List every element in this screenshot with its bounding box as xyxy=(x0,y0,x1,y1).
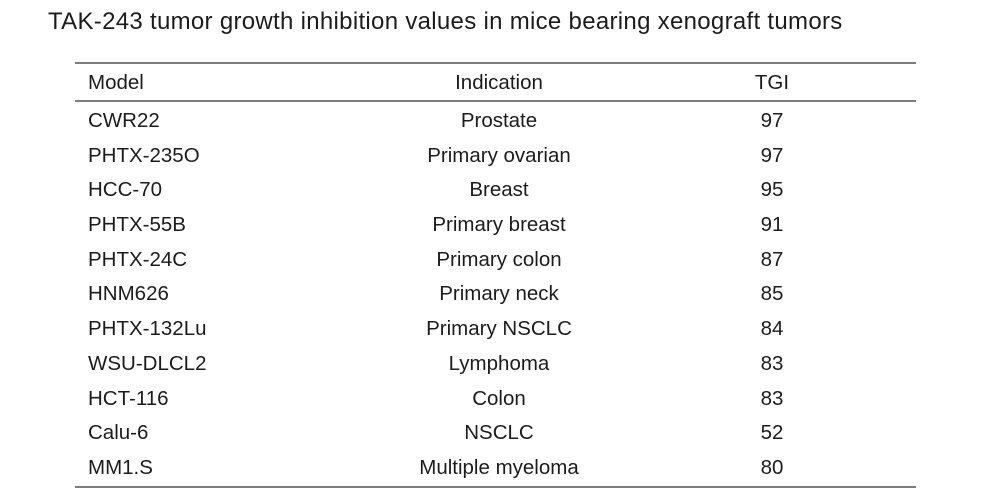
cell-indication: Primary ovarian xyxy=(427,143,571,167)
cell-tgi: 91 xyxy=(760,213,784,237)
cell-model: Calu-6 xyxy=(88,421,149,445)
cell-indication: Breast xyxy=(469,178,529,202)
column-header-tgi: TGI xyxy=(754,71,790,94)
cell-indication: Prostate xyxy=(460,109,538,132)
cell-model: CWR22 xyxy=(88,109,160,132)
table-row: MM1.S Multiple myeloma 80 xyxy=(75,451,916,486)
cell-tgi: 85 xyxy=(760,282,784,306)
column-header-indication: Indication xyxy=(455,71,543,94)
cell-indication: Primary neck xyxy=(439,282,559,306)
table-row: HNM626 Primary neck 85 xyxy=(75,277,916,312)
cell-model: PHTX-55B xyxy=(88,213,186,237)
cell-model: HCC-70 xyxy=(88,178,163,202)
table-row: HCC-70 Breast 95 xyxy=(75,173,916,208)
table-row: WSU-DLCL2 Lymphoma 83 xyxy=(75,347,916,382)
cell-indication: Primary NSCLC xyxy=(426,317,572,341)
column-header-model: Model xyxy=(88,71,144,94)
data-table: Model Indication TGI CWR22 Prostate 97 P… xyxy=(75,62,916,488)
cell-model: WSU-DLCL2 xyxy=(88,351,207,375)
cell-model: PHTX-24C xyxy=(88,247,188,271)
cell-indication: Colon xyxy=(472,386,526,410)
page-title: TAK-243 tumor growth inhibition values i… xyxy=(48,8,843,35)
cell-tgi: 97 xyxy=(760,143,784,167)
cell-indication: Primary breast xyxy=(432,213,566,237)
cell-tgi: 95 xyxy=(760,178,784,202)
table-row: HCT-116 Colon 83 xyxy=(75,382,916,417)
cell-tgi: 80 xyxy=(760,455,784,479)
cell-tgi: 97 xyxy=(760,109,784,132)
cell-model: HCT-116 xyxy=(88,386,169,410)
cell-indication: Primary colon xyxy=(436,247,562,271)
cell-tgi: 87 xyxy=(760,247,784,271)
cell-tgi: 83 xyxy=(760,386,784,410)
table-header-row: Model Indication TGI xyxy=(75,64,916,102)
table-row: PHTX-235O Primary ovarian 97 xyxy=(75,139,916,174)
table-row: Calu-6 NSCLC 52 xyxy=(75,416,916,451)
table-body: CWR22 Prostate 97 PHTX-235O Primary ovar… xyxy=(75,102,916,488)
table-row: PHTX-132Lu Primary NSCLC 84 xyxy=(75,312,916,347)
cell-model: HNM626 xyxy=(88,282,169,306)
cell-model: PHTX-132Lu xyxy=(88,317,207,341)
cell-tgi: 83 xyxy=(760,351,784,375)
cell-model: MM1.S xyxy=(88,455,153,479)
cell-indication: Multiple myeloma xyxy=(419,455,579,479)
table-row: PHTX-55B Primary breast 91 xyxy=(75,208,916,243)
cell-tgi: 52 xyxy=(760,421,784,445)
cell-indication: Lymphoma xyxy=(448,351,550,375)
table-row: CWR22 Prostate 97 xyxy=(75,104,916,139)
table-row: PHTX-24C Primary colon 87 xyxy=(75,243,916,278)
cell-indication: NSCLC xyxy=(464,421,534,445)
cell-tgi: 84 xyxy=(760,317,784,341)
cell-model: PHTX-235O xyxy=(88,143,200,167)
